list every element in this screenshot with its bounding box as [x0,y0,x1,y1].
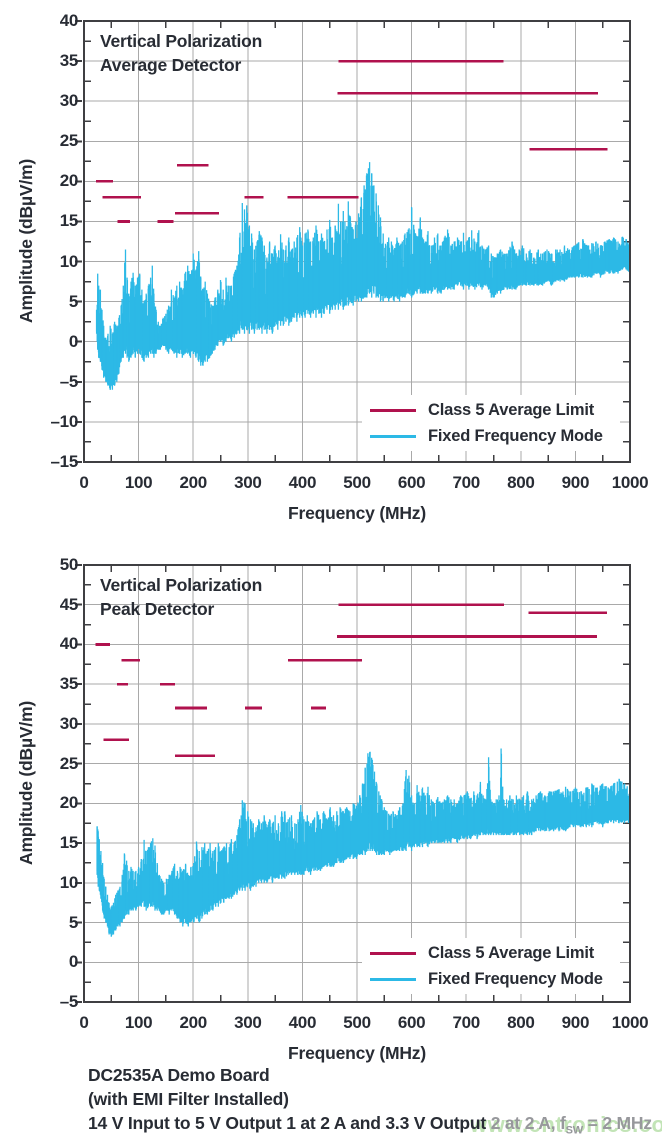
y-tick-label: –10 [50,411,79,431]
trace-envelope-peaks [95,162,631,390]
x-tick-label: 0 [79,473,89,492]
y-tick-label: –15 [50,452,79,471]
chart-title: Vertical Polarization Average Detector [100,29,262,77]
x-tick-label: 900 [561,473,590,492]
chart-title-line2: Average Detector [100,55,242,75]
y-tick-label: 50 [59,555,79,574]
limit-line-swatch [370,408,416,412]
x-axis-title: Frequency (MHz) [288,503,426,523]
y-tick-label: 30 [59,713,79,733]
y-tick-label: 20 [59,171,79,191]
y-tick-label: 35 [59,674,79,694]
x-tick-label: 100 [124,1013,153,1032]
x-tick-label: 700 [452,1013,480,1032]
x-tick-label: 700 [452,473,480,492]
limit-line-swatch [370,951,416,955]
plot-border [83,20,631,463]
figure-caption: DC2535A Demo Board (with EMI Filter Inst… [88,1063,652,1143]
x-tick-label: 500 [343,473,371,492]
x-tick-label: 200 [179,1013,207,1032]
x-tick-label: 300 [234,473,262,492]
x-tick-label: 300 [234,1013,262,1032]
x-tick-label: 1000 [611,1013,649,1032]
trace-envelope-peaks [96,748,631,937]
y-tick-label: 0 [68,331,78,351]
y-tick-label: –5 [59,371,79,391]
y-tick-label: –5 [59,992,79,1011]
caption-line3: 14 V Input to 5 V Output 1 at 2 A and 3.… [88,1111,652,1143]
legend-label-trace: Fixed Frequency Mode [428,969,603,988]
x-tick-label: 600 [397,1013,426,1032]
watermark: www.cntronics.com [470,1112,662,1137]
caption-line3-dark: 14 V Input to 5 V Output 1 at 2 A and 3.… [88,1113,487,1133]
x-tick-label: 900 [561,1013,590,1032]
legend-label-trace: Fixed Frequency Mode [428,426,603,445]
limit-segments [95,603,608,757]
legend-item-limit: Class 5 Average Limit [362,397,620,423]
x-tick-label: 500 [343,1013,371,1032]
chart-title-line2: Peak Detector [100,599,215,619]
trace-line-swatch [370,977,416,981]
caption-line2: (with EMI Filter Installed) [88,1089,289,1109]
x-tick-label: 1000 [611,473,649,492]
y-tick-label: 10 [59,872,79,892]
y-tick-label: 5 [68,291,78,311]
x-tick-label: 600 [397,473,426,492]
y-tick-label: 15 [59,211,79,231]
x-tick-label: 800 [507,473,535,492]
fsw-subscript: SW [565,1124,584,1137]
y-tick-label: 40 [59,634,79,654]
x-tick-label: 100 [124,473,153,492]
x-tick-label: 800 [507,1013,535,1032]
legend: Class 5 Average Limit Fixed Frequency Mo… [362,938,620,994]
legend-item-trace: Fixed Frequency Mode [362,966,620,992]
legend-item-trace: Fixed Frequency Mode [362,423,620,449]
x-tick-label: 0 [79,1013,89,1032]
legend-label-limit: Class 5 Average Limit [428,400,595,419]
legend-label-limit: Class 5 Average Limit [428,943,595,962]
y-tick-label: 40 [59,11,79,30]
chart-title-line1: Vertical Polarization [100,575,263,595]
x-tick-label: 400 [288,1013,317,1032]
trace-line-swatch [370,434,416,438]
chart-title-line1: Vertical Polarization [100,31,263,51]
legend: Class 5 Average Limit Fixed Frequency Mo… [362,395,620,451]
axis-ticks [75,564,629,1003]
caption-line3-faded: 2 at 2 A, fSW = 2 MHz [486,1113,652,1137]
y-tick-label: 0 [68,952,78,972]
x-tick-label: 200 [179,473,207,492]
y-tick-label: 35 [59,51,79,71]
grid-lines [84,565,630,1002]
x-axis-title: Frequency (MHz) [288,1043,426,1063]
x-tick-label: 400 [288,473,317,492]
y-tick-label: 45 [59,594,79,614]
limit-segments [96,59,608,223]
y-tick-label: 15 [59,833,79,853]
caption-line1: DC2535A Demo Board [88,1065,270,1085]
y-tick-label: 10 [59,251,79,271]
y-tick-label: 25 [59,753,79,773]
y-tick-label: 20 [59,793,79,813]
y-tick-label: 25 [59,131,79,151]
y-tick-label: 5 [68,912,78,932]
plot-svg-1 [75,564,631,1003]
chart-title: Vertical Polarization Peak Detector [100,573,262,621]
y-tick-label: 30 [59,91,79,111]
axis-ticks [75,20,629,463]
legend-item-limit: Class 5 Average Limit [362,940,620,966]
plot-border [83,564,631,1003]
